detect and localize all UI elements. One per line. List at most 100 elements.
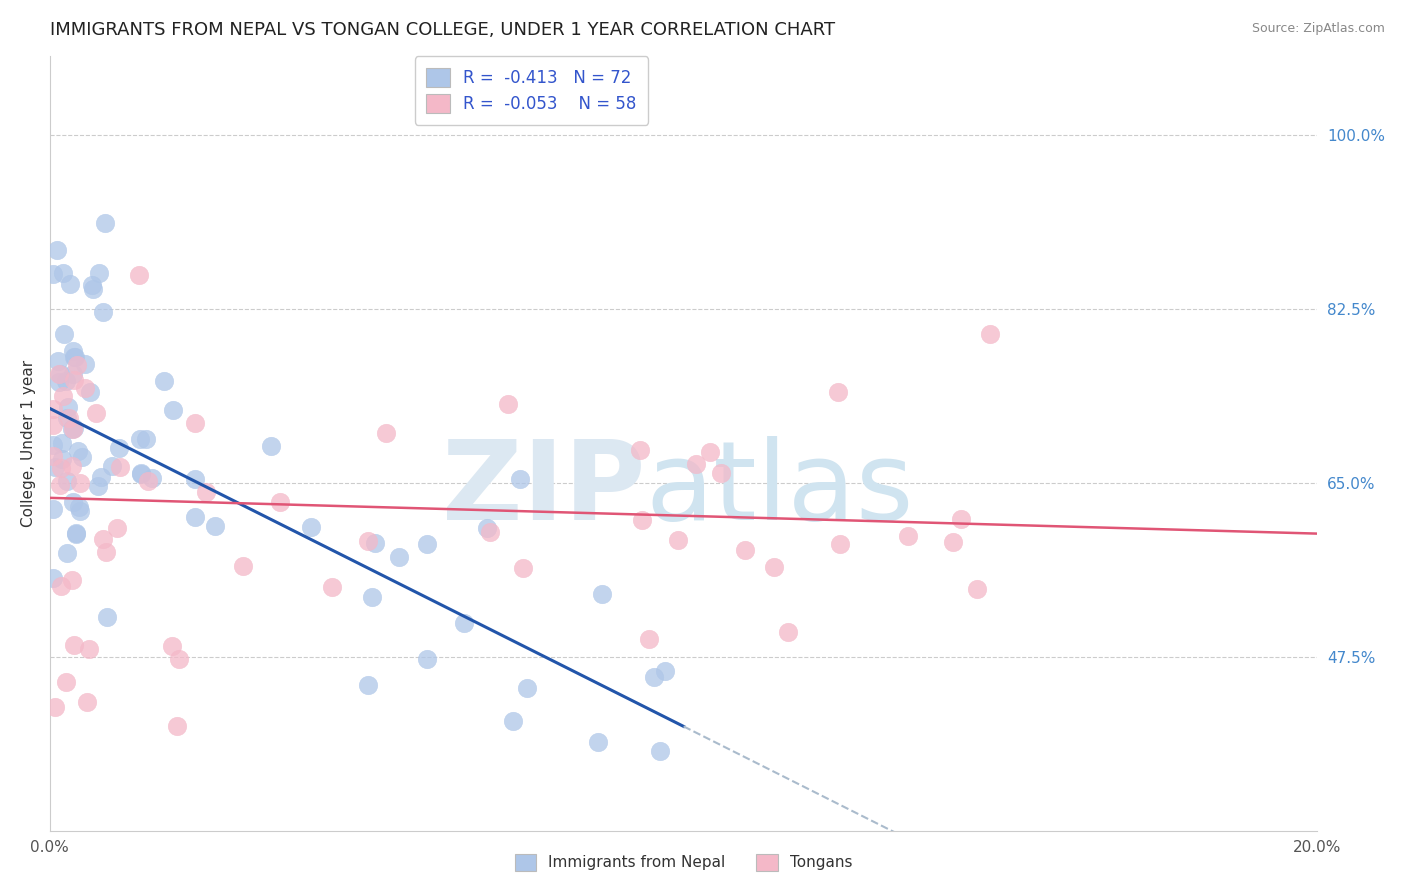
Point xyxy=(94,216,117,230)
Point xyxy=(80,278,103,293)
Point xyxy=(66,443,89,458)
Point xyxy=(516,681,538,696)
Point xyxy=(107,521,129,535)
Point xyxy=(586,735,609,749)
Point xyxy=(87,479,110,493)
Point xyxy=(496,397,519,411)
Point xyxy=(69,475,91,490)
Point xyxy=(763,559,786,574)
Point xyxy=(778,625,800,640)
Point xyxy=(509,472,531,486)
Point xyxy=(685,457,707,471)
Point xyxy=(44,459,66,474)
Point xyxy=(62,458,84,473)
Point xyxy=(91,532,114,546)
Point xyxy=(141,471,163,485)
Point xyxy=(232,559,254,574)
Point xyxy=(49,461,72,475)
Point xyxy=(897,529,920,543)
Point xyxy=(654,664,676,678)
Point xyxy=(73,381,96,395)
Point xyxy=(128,432,150,446)
Point xyxy=(96,610,118,624)
Point xyxy=(129,466,152,480)
Point xyxy=(363,536,385,550)
Point xyxy=(63,373,86,387)
Point xyxy=(637,632,659,646)
Point xyxy=(65,351,87,365)
Point xyxy=(63,421,86,435)
Point xyxy=(357,534,380,549)
Point xyxy=(62,368,84,382)
Point xyxy=(453,616,475,631)
Point xyxy=(46,243,69,257)
Point xyxy=(62,494,84,508)
Point xyxy=(699,444,721,458)
Point xyxy=(51,435,73,450)
Point xyxy=(631,513,654,527)
Point xyxy=(73,357,96,371)
Point xyxy=(512,561,534,575)
Point xyxy=(48,367,70,381)
Point xyxy=(361,591,384,605)
Point xyxy=(388,549,411,564)
Point xyxy=(91,305,114,319)
Point xyxy=(183,472,205,486)
Point xyxy=(502,714,524,728)
Point xyxy=(591,587,613,601)
Point xyxy=(70,450,93,464)
Point xyxy=(69,504,91,518)
Point xyxy=(84,406,107,420)
Point xyxy=(66,359,89,373)
Y-axis label: College, Under 1 year: College, Under 1 year xyxy=(21,359,35,527)
Point xyxy=(128,268,150,282)
Point xyxy=(51,579,73,593)
Point xyxy=(53,326,76,341)
Point xyxy=(49,478,72,492)
Point xyxy=(42,449,65,463)
Point xyxy=(195,484,218,499)
Point xyxy=(260,439,283,453)
Point xyxy=(827,385,849,400)
Point xyxy=(169,652,191,666)
Point xyxy=(55,675,77,690)
Point xyxy=(96,545,118,559)
Point xyxy=(67,500,90,515)
Point xyxy=(48,367,70,381)
Point xyxy=(643,670,665,684)
Point xyxy=(56,401,79,415)
Point xyxy=(299,520,322,534)
Point xyxy=(979,327,1001,342)
Point xyxy=(100,459,122,474)
Point xyxy=(48,375,70,389)
Point xyxy=(76,694,98,708)
Point xyxy=(152,374,174,388)
Point xyxy=(55,375,77,389)
Point xyxy=(42,502,65,516)
Point xyxy=(65,526,87,541)
Point xyxy=(666,533,689,548)
Point xyxy=(475,521,498,535)
Point xyxy=(269,495,291,509)
Point xyxy=(56,474,79,488)
Point xyxy=(734,543,756,558)
Point xyxy=(415,537,437,551)
Point xyxy=(60,422,83,436)
Text: atlas: atlas xyxy=(645,436,914,543)
Point xyxy=(77,641,100,656)
Point xyxy=(82,282,104,296)
Point xyxy=(90,470,112,484)
Text: IMMIGRANTS FROM NEPAL VS TONGAN COLLEGE, UNDER 1 YEAR CORRELATION CHART: IMMIGRANTS FROM NEPAL VS TONGAN COLLEGE,… xyxy=(49,21,835,39)
Point xyxy=(321,580,343,594)
Point xyxy=(52,266,75,280)
Point xyxy=(416,652,439,666)
Point xyxy=(949,512,972,526)
Point xyxy=(160,639,183,653)
Point xyxy=(79,384,101,399)
Point xyxy=(65,527,87,541)
Point xyxy=(62,343,84,358)
Text: ZIP: ZIP xyxy=(441,436,645,543)
Point xyxy=(42,571,65,585)
Point xyxy=(162,403,184,417)
Point xyxy=(44,699,66,714)
